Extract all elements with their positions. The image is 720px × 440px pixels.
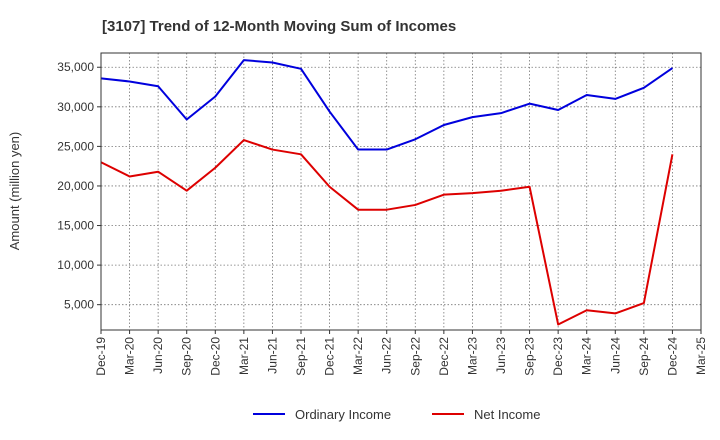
y-tick-label: 20,000 [57, 179, 94, 193]
chart-title: [3107] Trend of 12-Month Moving Sum of I… [102, 18, 456, 35]
legend-label: Net Income [474, 407, 540, 422]
x-tick-label: Dec-23 [551, 337, 565, 376]
x-tick-label: Mar-24 [580, 337, 594, 375]
x-tick-label: Sep-24 [637, 337, 651, 376]
y-tick-label: 10,000 [57, 258, 94, 272]
x-tick-label: Mar-22 [351, 337, 365, 375]
series-line-net-income [100, 139, 674, 326]
x-tick-label: Sep-20 [180, 337, 194, 376]
x-tick-label: Jun-22 [380, 337, 394, 374]
x-tick-label: Sep-23 [523, 337, 537, 376]
y-axis-ticks: 5,000 10,000 15,000 20,000 25,000 30,000 35,00… [57, 60, 101, 312]
series-line-ordinary-income [100, 59, 673, 151]
x-tick-label: Mar-20 [123, 337, 137, 375]
x-tick-label: Mar-21 [237, 337, 251, 375]
x-tick-label: Dec-21 [323, 337, 337, 376]
x-tick-label: Jun-23 [494, 337, 508, 374]
grid [100, 53, 702, 330]
x-axis-ticks: Dec-19 Mar-20 Jun-20 Sep-20 Dec-20 Mar-21 Jun-… [94, 330, 708, 376]
x-tick-label: Dec-24 [665, 337, 679, 376]
legend: Ordinary Income Net Income [253, 407, 540, 422]
x-tick-label: Jun-24 [608, 337, 622, 374]
x-tick-label: Dec-20 [208, 337, 222, 376]
series-lines [100, 59, 674, 326]
x-tick-label: Sep-21 [294, 337, 308, 376]
x-tick-label: Mar-23 [465, 337, 479, 375]
x-tick-label: Dec-22 [437, 337, 451, 376]
plot-frame [100, 52, 702, 331]
x-tick-label: Jun-20 [151, 337, 165, 374]
legend-label: Ordinary Income [295, 407, 391, 422]
y-tick-label: 35,000 [57, 60, 94, 74]
x-tick-label: Dec-19 [94, 337, 108, 376]
y-tick-label: 30,000 [57, 100, 94, 114]
x-tick-label: Mar-25 [694, 337, 708, 375]
y-tick-label: 5,000 [64, 298, 94, 312]
y-axis-title: Amount (million yen) [7, 132, 22, 251]
y-tick-label: 15,000 [57, 219, 94, 233]
x-tick-label: Sep-22 [408, 337, 422, 376]
y-tick-label: 25,000 [57, 139, 94, 153]
x-tick-label: Jun-21 [265, 337, 279, 374]
